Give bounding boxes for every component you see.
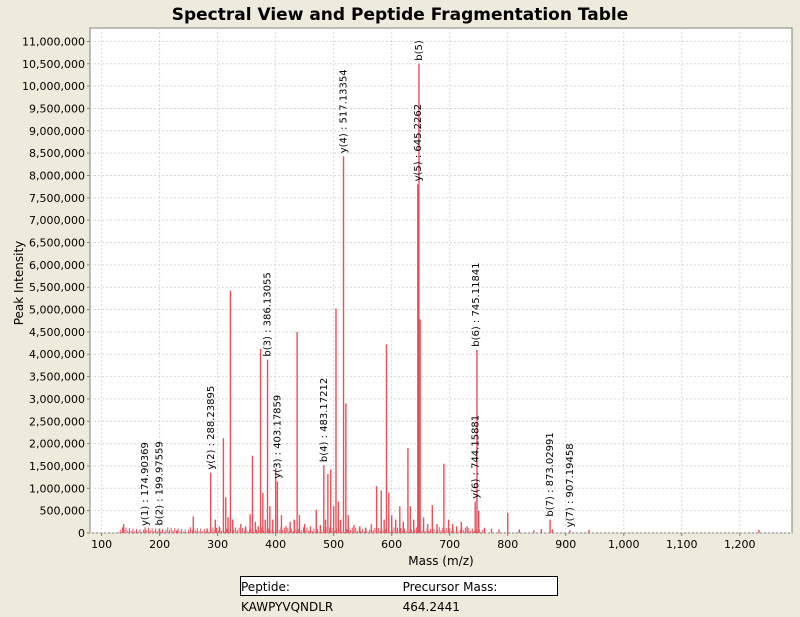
y-tick-label: 7,500,000 [29, 192, 85, 205]
peak-annotations: y(1) : 174.90369 b(2) : 199.97559 y(2) : 2… [140, 40, 576, 527]
x-tick-label: 200 [149, 538, 170, 551]
peak-annotation-label: y(2) : 288.23895 [206, 386, 217, 470]
precursor-mass-label: Precursor Mass: 464.2441 [402, 580, 498, 614]
y-tick-label: 1,000,000 [29, 482, 85, 495]
y-tick-label: 5,500,000 [29, 281, 85, 294]
peak-annotation-label: y(6) : 744.15881 [470, 415, 481, 499]
y-tick-label: 10,500,000 [22, 58, 85, 71]
peak-annotation-label: y(7) : 907.19458 [565, 443, 576, 527]
peak-annotation-label: b(4) : 483.17212 [319, 378, 330, 462]
y-tick-label: 4,500,000 [29, 326, 85, 339]
peak-annotation-label: y(3) : 403.17859 [272, 395, 283, 479]
x-tick-label: 1,100 [666, 538, 698, 551]
y-tick-label: 4,000,000 [29, 348, 85, 361]
peak-bars [118, 63, 760, 533]
x-tick-label: 300 [207, 538, 228, 551]
x-tick-label: 900 [555, 538, 576, 551]
y-tick-label: 9,000,000 [29, 125, 85, 138]
y-tick-label: 6,000,000 [29, 259, 85, 272]
y-tick-label: 2,000,000 [29, 438, 85, 451]
y-tick-label: 9,500,000 [29, 102, 85, 115]
peptide-label: Peptide: KAWPYVQNDLR [241, 580, 334, 614]
x-tick-label: 100 [91, 538, 112, 551]
y-axis-label: Peak Intensity [12, 241, 26, 326]
y-tick-label: 2,500,000 [29, 415, 85, 428]
y-axis-ticks: 0 500,000 1,000,000 1,500,000 2,000,000 2,500… [22, 35, 90, 540]
y-tick-label: 5,000,000 [29, 304, 85, 317]
x-tick-label: 800 [497, 538, 518, 551]
peak-annotation-label: b(5) [414, 40, 425, 61]
spectrum-chart: 100 200 300 400 500 600 700 800 900 1,000 1,100 1,2… [12, 5, 793, 568]
peak-annotation-label: b(7) : 873.02991 [545, 432, 556, 516]
y-tick-label: 3,000,000 [29, 393, 85, 406]
y-tick-label: 0 [78, 527, 85, 540]
y-tick-label: 500,000 [40, 505, 86, 518]
x-tick-label: 1,200 [724, 538, 756, 551]
peak-annotation-label: y(5) : 645.2262 [413, 104, 424, 182]
x-tick-label: 500 [323, 538, 344, 551]
y-tick-label: 10,000,000 [22, 80, 85, 93]
y-tick-label: 7,000,000 [29, 214, 85, 227]
peak-annotation-label: y(1) : 174.90369 [140, 442, 151, 526]
peak-annotation-label: y(4) : 517.13354 [339, 69, 350, 153]
legend-box: Peptide: KAWPYVQNDLR Precursor Mass: 464… [240, 576, 558, 614]
x-tick-label: 400 [265, 538, 286, 551]
x-tick-label: 700 [439, 538, 460, 551]
plot-area [89, 27, 793, 534]
chart-title: Spectral View and Peptide Fragmentation … [172, 5, 629, 25]
peak-annotation-label: b(6) : 745.11841 [471, 262, 482, 346]
y-tick-label: 8,500,000 [29, 147, 85, 160]
x-axis-label: Mass (m/z) [408, 554, 473, 568]
y-tick-label: 3,500,000 [29, 371, 85, 384]
peak-annotation-label: b(2) : 199.97559 [155, 441, 166, 525]
x-tick-label: 600 [381, 538, 402, 551]
y-tick-label: 1,500,000 [29, 460, 85, 473]
x-axis-ticks: 100 200 300 400 500 600 700 800 900 1,000 1,100 1,2… [91, 533, 756, 551]
y-tick-label: 11,000,000 [22, 35, 85, 48]
y-tick-label: 8,000,000 [29, 169, 85, 182]
grid-lines [90, 28, 792, 534]
x-tick-label: 1,000 [608, 538, 640, 551]
y-tick-label: 6,500,000 [29, 237, 85, 250]
peak-annotation-label: b(3) : 386.13055 [263, 272, 274, 356]
